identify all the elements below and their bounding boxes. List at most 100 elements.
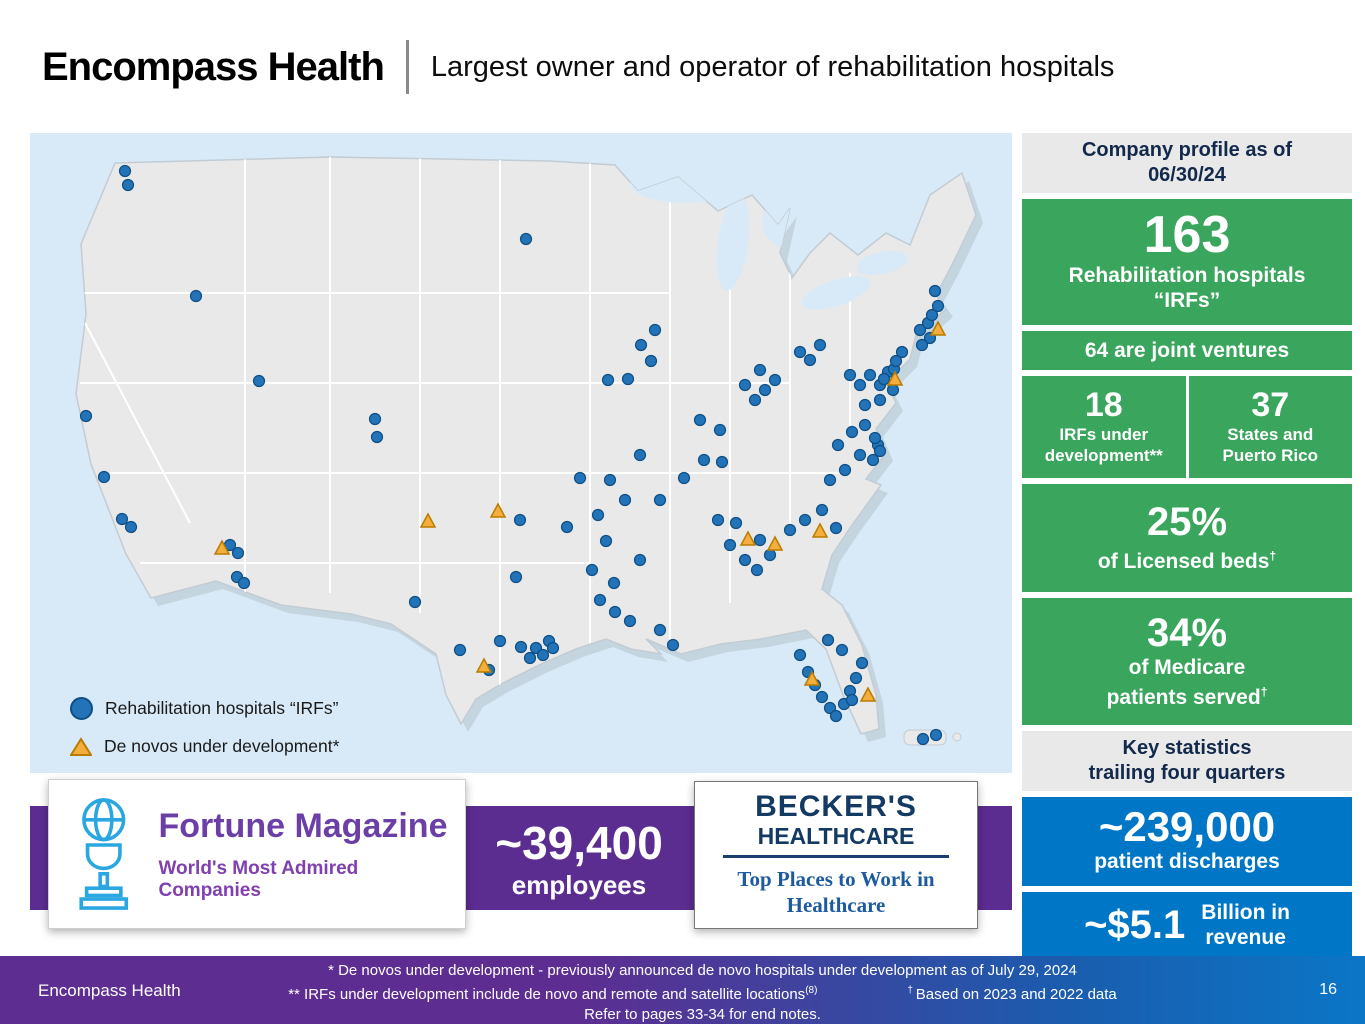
irf-marker xyxy=(925,308,939,322)
irf-marker xyxy=(653,493,667,507)
brand-title: Encompass Health xyxy=(42,44,385,89)
irf-marker xyxy=(886,383,900,397)
revenue-value: ~$5.1 xyxy=(1084,903,1186,947)
irf-marker xyxy=(829,521,843,535)
irf-marker xyxy=(853,378,867,392)
header-divider xyxy=(405,40,409,94)
header: Encompass Health Largest owner and opera… xyxy=(42,40,1114,94)
irf-marker xyxy=(723,538,737,552)
irf-marker xyxy=(118,164,132,178)
irf-marker xyxy=(644,354,658,368)
irf-marker xyxy=(873,444,887,458)
fortune-subtitle: World's Most Admired Companies xyxy=(158,857,359,901)
irf-marker xyxy=(653,623,667,637)
beckers-award-line1: Top Places to Work in xyxy=(737,867,935,891)
irf-marker xyxy=(514,640,528,654)
irf-marker xyxy=(666,638,680,652)
irf-marker xyxy=(621,372,635,386)
stat-licensed-beds: 25% of Licensed beds† xyxy=(1022,484,1352,592)
irf-marker-icon xyxy=(70,697,93,720)
page-title: Largest owner and operator of rehabilita… xyxy=(430,50,1115,83)
legend-label-denovos: De novos under development* xyxy=(104,736,340,756)
irf-marker xyxy=(815,690,829,704)
irf-marker xyxy=(237,576,251,590)
map-legend: Rehabilitation hospitals “IRFs” De novos… xyxy=(70,697,339,757)
irf-marker xyxy=(573,471,587,485)
irf-marker xyxy=(713,423,727,437)
irf-marker xyxy=(585,563,599,577)
revenue-label: Billion in revenue xyxy=(1201,901,1290,949)
irf-marker xyxy=(648,323,662,337)
stat-irf-count: 163 Rehabilitation hospitals “IRFs” xyxy=(1022,199,1352,325)
footnote-2: ** IRFs under development include de nov… xyxy=(288,985,1117,1003)
irf-marker xyxy=(408,595,422,609)
irf-marker xyxy=(189,289,203,303)
footnotes: * De novos under development - previousl… xyxy=(160,961,1245,1024)
irf-marker xyxy=(608,605,622,619)
stat-revenue: ~$5.1 Billion in revenue xyxy=(1022,892,1352,960)
medicare-label: of Medicare patients served† xyxy=(1106,656,1268,709)
irf-marker xyxy=(831,438,845,452)
denovo-marker xyxy=(419,512,437,528)
us-map-graphic xyxy=(75,156,983,746)
denovo-marker xyxy=(929,320,947,336)
discharges-value: ~239,000 xyxy=(1098,803,1276,850)
irf-marker xyxy=(798,513,812,527)
irf-marker xyxy=(813,338,827,352)
irf-marker xyxy=(591,508,605,522)
irf-marker xyxy=(863,368,877,382)
medicare-value: 34% xyxy=(1146,611,1228,655)
irf-marker xyxy=(815,503,829,517)
irf-marker xyxy=(873,393,887,407)
irf-marker xyxy=(753,363,767,377)
irf-marker xyxy=(758,383,772,397)
beckers-title: BECKER'S xyxy=(755,790,917,823)
irf-marker xyxy=(711,513,725,527)
irf-marker xyxy=(729,516,743,530)
irf-marker xyxy=(849,671,863,685)
irf-marker xyxy=(536,648,550,662)
irf-marker xyxy=(493,634,507,648)
irf-marker xyxy=(843,368,857,382)
profile-title: Company profile as of 06/30/24 xyxy=(1022,133,1352,193)
irf-marker xyxy=(453,643,467,657)
irf-marker xyxy=(748,393,762,407)
irf-marker xyxy=(633,553,647,567)
fortune-title: Fortune Magazine xyxy=(158,806,448,845)
irf-marker xyxy=(546,641,560,655)
irf-marker xyxy=(889,354,903,368)
discharges-label: patient discharges xyxy=(1094,850,1280,873)
denovo-marker xyxy=(886,370,904,386)
irf-marker xyxy=(838,463,852,477)
irf-marker xyxy=(607,576,621,590)
irf-marker xyxy=(829,709,843,723)
stat-development: 18 IRFs under development** xyxy=(1022,376,1186,478)
irf-marker xyxy=(783,523,797,537)
footnote-1: * De novos under development - previousl… xyxy=(328,962,1077,979)
irf-marker xyxy=(124,520,138,534)
legend-item-irfs: Rehabilitation hospitals “IRFs” xyxy=(70,697,339,720)
denovo-marker xyxy=(739,530,757,546)
employees-value: ~39,400 xyxy=(495,817,663,869)
denovo-marker xyxy=(213,539,231,555)
irf-count-label: Rehabilitation hospitals “IRFs” xyxy=(1068,264,1306,312)
employees-stat: ~39,400 employees xyxy=(468,818,690,902)
stat-medicare: 34% of Medicare patients served† xyxy=(1022,598,1352,725)
irf-marker xyxy=(623,614,637,628)
footer: Encompass Health * De novos under develo… xyxy=(0,956,1365,1024)
irf-marker xyxy=(793,648,807,662)
legend-item-denovos: De novos under development* xyxy=(70,736,339,757)
denovo-marker xyxy=(766,535,784,551)
irf-marker xyxy=(916,732,930,746)
irf-marker xyxy=(509,570,523,584)
irf-marker xyxy=(601,373,615,387)
denovo-marker xyxy=(475,657,493,673)
employees-label: employees xyxy=(511,870,647,900)
footnote-3: Refer to pages 33-34 for end notes. xyxy=(584,1006,821,1023)
irf-marker xyxy=(97,470,111,484)
irf-marker xyxy=(866,453,880,467)
page-number: 16 xyxy=(1319,981,1337,998)
state-borders xyxy=(80,157,851,693)
beckers-divider xyxy=(723,855,949,858)
denovo-marker-icon xyxy=(70,736,92,756)
